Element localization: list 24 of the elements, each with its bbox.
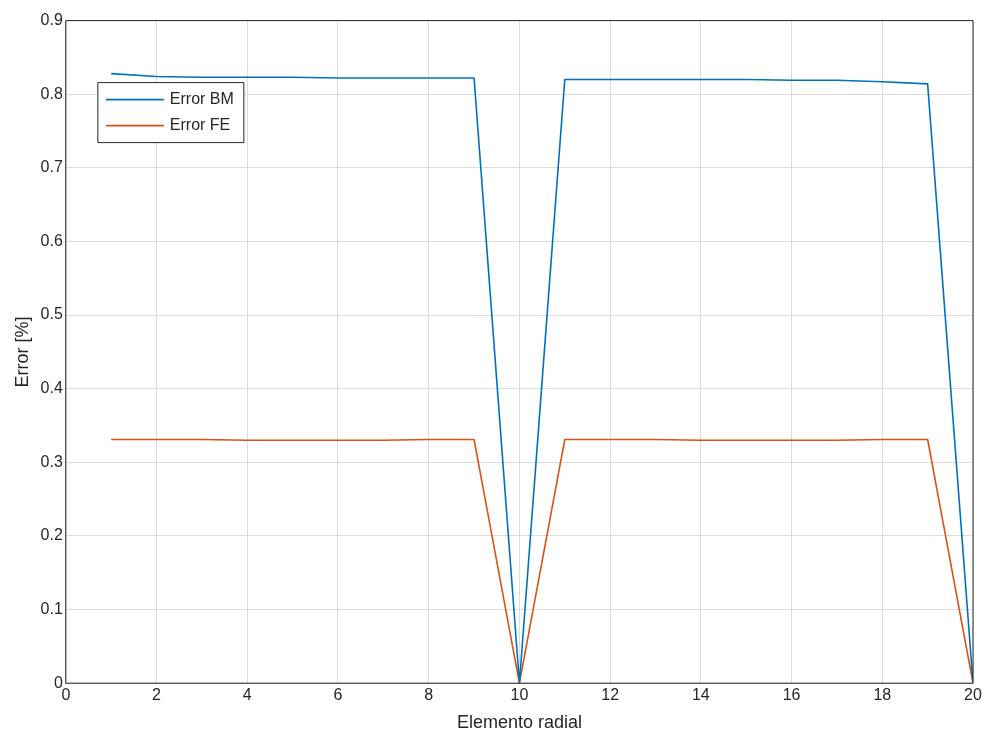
y-tick-label: 0.9 [40, 11, 63, 29]
x-tick-label: 10 [510, 686, 529, 704]
y-tick-label: 0.1 [40, 599, 63, 617]
y-tick-label: 0.8 [40, 84, 63, 102]
legend-label: Error FE [169, 116, 231, 134]
y-tick-label: 0.6 [40, 231, 63, 249]
x-tick-label: 20 [964, 686, 982, 704]
x-tick-label: 16 [782, 686, 801, 704]
x-tick-label: 6 [333, 686, 343, 704]
y-tick-label: 0.2 [40, 526, 63, 544]
x-tick-label: 4 [242, 686, 252, 704]
x-tick-label: 18 [873, 686, 892, 704]
x-tick-label: 12 [601, 686, 620, 704]
y-tick-label: 0.4 [40, 379, 63, 397]
y-tick-label: 0.7 [40, 158, 63, 176]
x-tick-label: 8 [424, 686, 434, 704]
x-axis-title: Elemento radial [456, 712, 582, 733]
y-tick-label: 0 [53, 673, 63, 691]
x-tick-label: 2 [152, 686, 162, 704]
y-axis-title: Error [%] [11, 316, 32, 388]
y-tick-label: 0.5 [40, 305, 63, 323]
legend-label: Error BM [169, 90, 234, 108]
x-tick-label: 14 [691, 686, 710, 704]
y-tick-label: 0.3 [40, 452, 63, 470]
